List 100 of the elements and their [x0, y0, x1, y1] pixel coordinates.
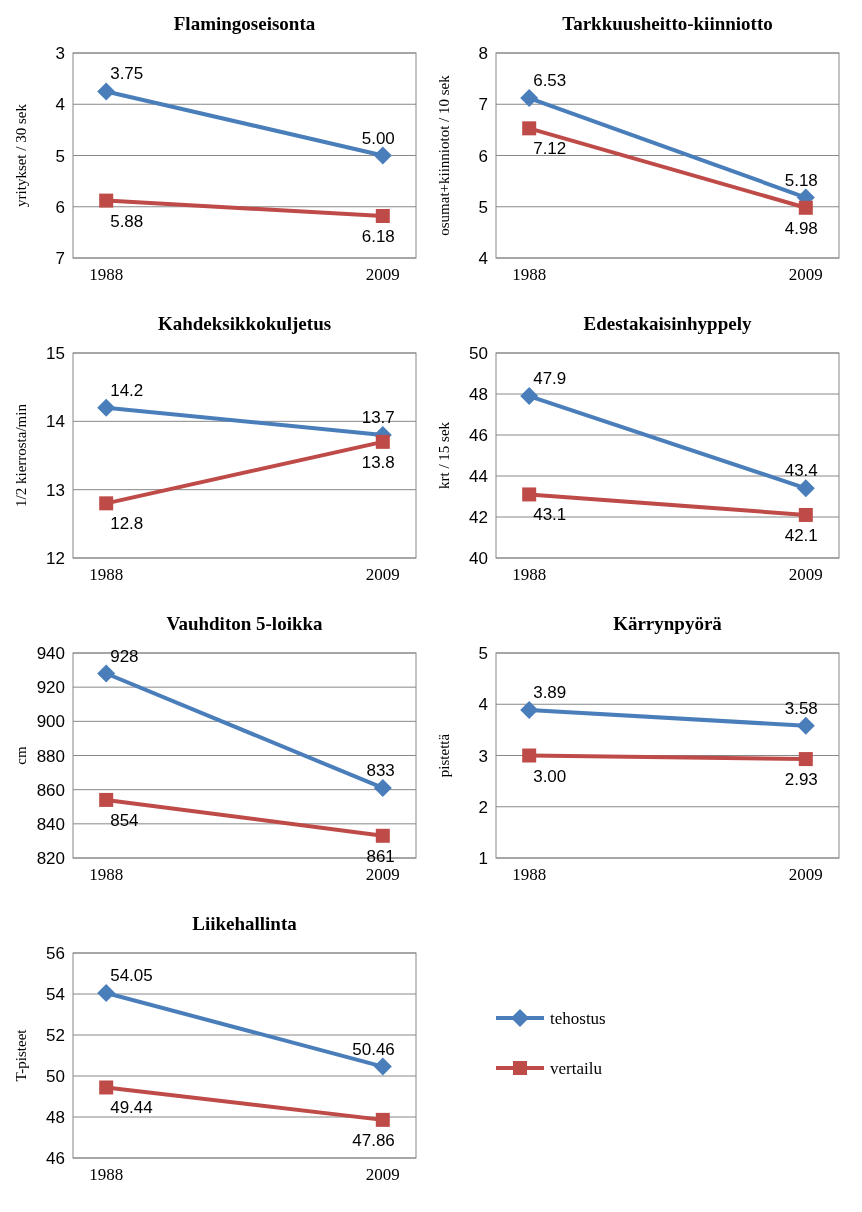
point	[522, 487, 537, 502]
point	[97, 82, 116, 101]
y-tick-label: 4	[478, 695, 488, 715]
point	[99, 193, 114, 208]
y-tick-label: 820	[36, 849, 65, 868]
data-label: 4.98	[784, 218, 818, 238]
point	[97, 398, 116, 417]
chart-title: Kahdeksikkokuljetus	[157, 313, 332, 334]
y-tick-label: 50	[46, 1067, 65, 1086]
annotation: 833	[366, 760, 395, 780]
data-label: 5.18	[784, 170, 818, 190]
x-tick-label: 2009	[365, 1165, 400, 1184]
y-tick-label: 42	[469, 508, 488, 527]
data-label: 5.00	[361, 128, 395, 148]
chart-title: Kärrynpyörä	[613, 613, 723, 634]
point	[97, 983, 116, 1002]
y-axis-title: cm	[13, 746, 29, 765]
y-tick-label: 7	[55, 249, 65, 268]
data-label: 3.75	[110, 64, 144, 84]
data-label: 6.18	[361, 226, 395, 246]
data-label: 14.2	[110, 380, 144, 400]
data-label: 42.1	[784, 525, 818, 545]
legend-label: tehostus	[550, 1009, 606, 1028]
y-tick-label: 940	[36, 644, 65, 663]
y-tick-label: 5	[478, 197, 488, 217]
y-tick-label: 880	[36, 746, 65, 766]
data-label: 2.93	[784, 770, 818, 790]
y-tick-label: 50	[469, 344, 488, 363]
data-label: 54.05	[110, 965, 153, 985]
y-tick-label: 900	[36, 712, 65, 732]
chart-title: Tarkkuusheitto-kiinniotto	[562, 13, 773, 34]
x-tick-label: 1988	[512, 565, 547, 584]
annotation: 13.8	[361, 452, 395, 472]
y-axis-title: T-pisteet	[13, 1028, 29, 1082]
y-tick-label: 14	[46, 412, 65, 432]
point	[99, 496, 114, 511]
point	[375, 1112, 390, 1127]
y-tick-label: 4	[478, 249, 488, 268]
y-tick-label: 860	[36, 780, 65, 800]
data-label: 854	[110, 810, 139, 830]
y-tick-label: 56	[46, 944, 65, 963]
data-label: 3.89	[533, 682, 567, 702]
y-tick-label: 52	[46, 1026, 65, 1045]
point	[798, 200, 813, 215]
data-label: 43.1	[533, 505, 567, 525]
point	[373, 146, 392, 165]
x-tick-label: 2009	[365, 265, 400, 284]
data-label: 47.9	[533, 369, 567, 389]
chart-title: Liikehallinta	[192, 913, 298, 934]
data-label: 49.44	[110, 1098, 153, 1118]
y-tick-label: 44	[469, 467, 488, 486]
data-label: 47.86	[352, 1130, 395, 1150]
data-label: 3.00	[533, 766, 567, 786]
y-axis-title: 1/2 kierrosta/min	[13, 403, 29, 507]
y-tick-label: 4	[55, 95, 65, 115]
point	[375, 828, 390, 843]
x-tick-label: 2009	[788, 565, 823, 584]
y-tick-label: 6	[55, 197, 65, 217]
y-axis-title: yritykset / 30 sek	[13, 103, 29, 207]
y-tick-label: 13	[46, 480, 65, 500]
x-tick-label: 1988	[89, 565, 124, 584]
data-label: 5.88	[110, 211, 144, 231]
y-tick-label: 46	[469, 426, 488, 445]
annotation: 13.7	[361, 408, 395, 427]
point	[522, 748, 537, 763]
y-tick-label: 5	[478, 644, 488, 663]
y-axis-title: pistettä	[436, 733, 452, 778]
point	[798, 752, 813, 767]
x-tick-label: 2009	[365, 865, 400, 884]
annotation: 7.12	[533, 139, 567, 159]
point	[373, 1057, 392, 1076]
y-tick-label: 54	[46, 985, 65, 1004]
y-axis-title: krt / 15 sek	[436, 421, 452, 490]
data-label: 928	[110, 646, 139, 666]
chart-title: Vauhditon 5-loikka	[166, 613, 324, 634]
point	[99, 792, 114, 807]
chart-title: Flamingoseisonta	[173, 13, 316, 34]
point	[522, 121, 537, 136]
y-tick-label: 920	[36, 678, 65, 698]
x-tick-label: 1988	[512, 265, 547, 284]
y-tick-label: 46	[46, 1149, 65, 1168]
x-tick-label: 2009	[788, 865, 823, 884]
x-tick-label: 2009	[365, 565, 400, 584]
point	[796, 479, 815, 498]
y-tick-label: 48	[469, 385, 488, 404]
y-tick-label: 40	[469, 549, 488, 568]
x-tick-label: 1988	[89, 865, 124, 884]
data-label: 3.58	[784, 698, 818, 718]
y-tick-label: 840	[36, 814, 65, 834]
point	[520, 89, 539, 108]
x-tick-label: 1988	[512, 865, 547, 884]
point	[520, 700, 539, 719]
annotation: 6.53	[533, 71, 567, 91]
y-tick-label: 15	[46, 344, 65, 363]
y-tick-label: 6	[478, 146, 488, 166]
point	[373, 778, 392, 797]
y-tick-label: 5	[55, 146, 65, 166]
x-tick-label: 1988	[89, 1165, 124, 1184]
point	[99, 1080, 114, 1095]
annotation: 861	[366, 846, 395, 866]
